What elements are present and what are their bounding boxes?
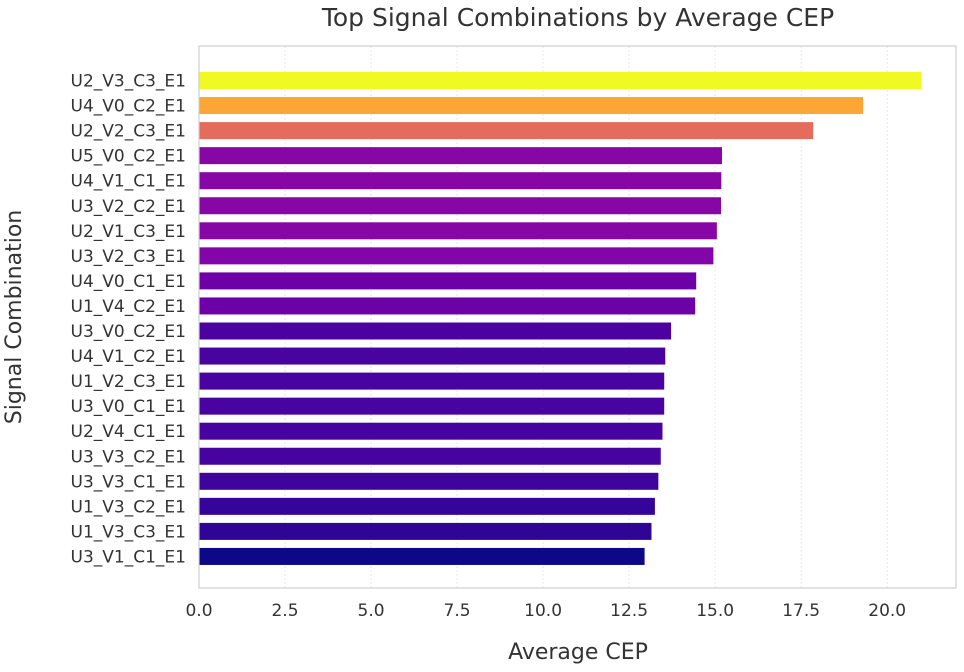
bar bbox=[199, 547, 645, 565]
bar bbox=[199, 222, 717, 240]
bar bbox=[199, 97, 864, 115]
y-tick-label: U4_V0_C2_E1 bbox=[71, 97, 186, 117]
bar bbox=[199, 247, 714, 265]
bar bbox=[199, 72, 922, 89]
x-tick-label: 0.0 bbox=[185, 601, 212, 621]
x-tick-label: 15.0 bbox=[696, 601, 734, 621]
y-tick-label: U3_V1_C1_E1 bbox=[71, 547, 186, 567]
y-tick-label: U2_V4_C1_E1 bbox=[71, 422, 186, 442]
x-tick-label: 12.5 bbox=[610, 601, 648, 621]
bars bbox=[199, 72, 922, 565]
bar bbox=[199, 497, 655, 515]
y-tick-label: U3_V3_C2_E1 bbox=[71, 447, 186, 467]
y-tick-label: U2_V3_C3_E1 bbox=[71, 72, 186, 92]
y-tick-label: U2_V2_C3_E1 bbox=[71, 122, 186, 142]
bar bbox=[199, 447, 661, 465]
y-tick-label: U3_V0_C1_E1 bbox=[71, 397, 186, 417]
y-axis-label: Signal Combination bbox=[2, 210, 27, 424]
y-tick-label: U3_V2_C3_E1 bbox=[71, 247, 186, 267]
y-tick-label: U1_V3_C3_E1 bbox=[71, 522, 186, 542]
x-tick-label: 10.0 bbox=[524, 601, 562, 621]
bar bbox=[199, 322, 672, 340]
x-tick-label: 20.0 bbox=[868, 601, 906, 621]
y-tick-label: U4_V1_C1_E1 bbox=[71, 172, 186, 192]
bar bbox=[199, 522, 652, 540]
bar bbox=[199, 297, 696, 315]
y-tick-label: U1_V2_C3_E1 bbox=[71, 372, 186, 392]
x-axis-label: Average CEP bbox=[508, 640, 648, 665]
x-tick-label: 2.5 bbox=[271, 601, 298, 621]
y-tick-label: U5_V0_C2_E1 bbox=[71, 147, 186, 167]
bar bbox=[199, 372, 665, 390]
plot-frame bbox=[198, 45, 957, 589]
y-tick-label: U3_V3_C1_E1 bbox=[71, 472, 186, 492]
y-tick-label: U4_V0_C1_E1 bbox=[71, 272, 186, 292]
bar bbox=[199, 422, 663, 440]
bar bbox=[199, 147, 723, 165]
bar bbox=[199, 472, 659, 490]
y-tick-label: U2_V1_C3_E1 bbox=[71, 222, 186, 242]
y-tick-label: U4_V1_C2_E1 bbox=[71, 347, 186, 367]
bar bbox=[199, 197, 721, 215]
y-axis-ticks: U2_V3_C3_E1 U4_V0_C2_E1 U2_V2_C3_E1 U5_V0_C… bbox=[71, 72, 186, 568]
y-tick-label: U3_V0_C2_E1 bbox=[71, 322, 186, 342]
x-tick-label: 5.0 bbox=[358, 601, 385, 621]
y-tick-label: U1_V3_C2_E1 bbox=[71, 497, 186, 517]
x-axis-ticks: 0.0 2.5 5.0 7.5 10.0 12.5 15.0 17.5 20.0 bbox=[185, 601, 906, 621]
bar bbox=[199, 397, 665, 415]
bar bbox=[199, 272, 697, 290]
x-tick-label: 7.5 bbox=[444, 601, 471, 621]
x-tick-label: 17.5 bbox=[782, 601, 820, 621]
bar bbox=[199, 122, 814, 140]
bar bbox=[199, 172, 722, 190]
chart-title: Top Signal Combinations by Average CEP bbox=[321, 3, 834, 32]
y-tick-label: U3_V2_C2_E1 bbox=[71, 197, 186, 217]
bar bbox=[199, 347, 666, 365]
y-tick-label: U1_V4_C2_E1 bbox=[71, 297, 186, 317]
